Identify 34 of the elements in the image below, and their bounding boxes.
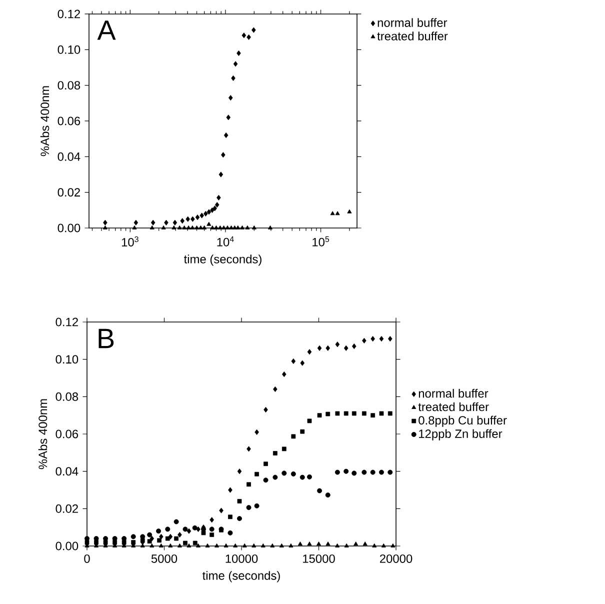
legend-label: treated buffer bbox=[418, 402, 489, 412]
x-tick-label: 5000 bbox=[151, 554, 178, 563]
x-tick-label: 10000 bbox=[226, 554, 258, 563]
legend-label: 0.8ppb Cu buffer bbox=[418, 416, 507, 427]
y-tick-label: 0.02 bbox=[56, 504, 78, 513]
y-axis-title: %Abs 400nm bbox=[38, 399, 48, 470]
y-tick-label: 0.02 bbox=[58, 188, 80, 197]
y-tick-label: 0.00 bbox=[58, 224, 80, 232]
legend-label: normal buffer bbox=[378, 18, 448, 27]
y-tick-label: 0.04 bbox=[58, 152, 80, 161]
legend-label: 12ppb Zn buffer bbox=[419, 429, 502, 440]
y-tick-label: 0.08 bbox=[58, 81, 80, 90]
x-tick-label: 10$^{5}$ bbox=[312, 236, 330, 246]
y-tick-label: 0.10 bbox=[58, 45, 80, 54]
chart-title: B bbox=[98, 328, 114, 348]
y-tick-label: 0.12 bbox=[56, 318, 78, 326]
y-tick-label: 0.00 bbox=[56, 542, 78, 550]
chart-title: A bbox=[97, 20, 116, 40]
y-tick-label: 0.04 bbox=[56, 467, 78, 476]
y-tick-label: 0.10 bbox=[56, 355, 78, 364]
legend-label: treated buffer bbox=[377, 32, 448, 40]
x-tick-label: 0 bbox=[84, 554, 90, 563]
x-tick-label: 15000 bbox=[303, 554, 335, 563]
x-tick-label: 10$^{4}$ bbox=[217, 236, 234, 246]
y-tick-label: 0.06 bbox=[58, 116, 80, 126]
y-tick-label: 0.12 bbox=[58, 10, 80, 18]
x-tick-label: 10$^{3}$ bbox=[122, 236, 138, 246]
x-axis-title: time (seconds) bbox=[184, 254, 262, 266]
legend-label: normal buffer bbox=[418, 388, 488, 398]
x-tick-label: 20000 bbox=[380, 554, 412, 563]
x-axis-title: time (seconds) bbox=[202, 571, 280, 582]
y-tick-label: 0.06 bbox=[56, 430, 78, 438]
y-axis-title: %Abs 400nm bbox=[40, 86, 50, 156]
y-tick-label: 0.08 bbox=[56, 392, 78, 401]
